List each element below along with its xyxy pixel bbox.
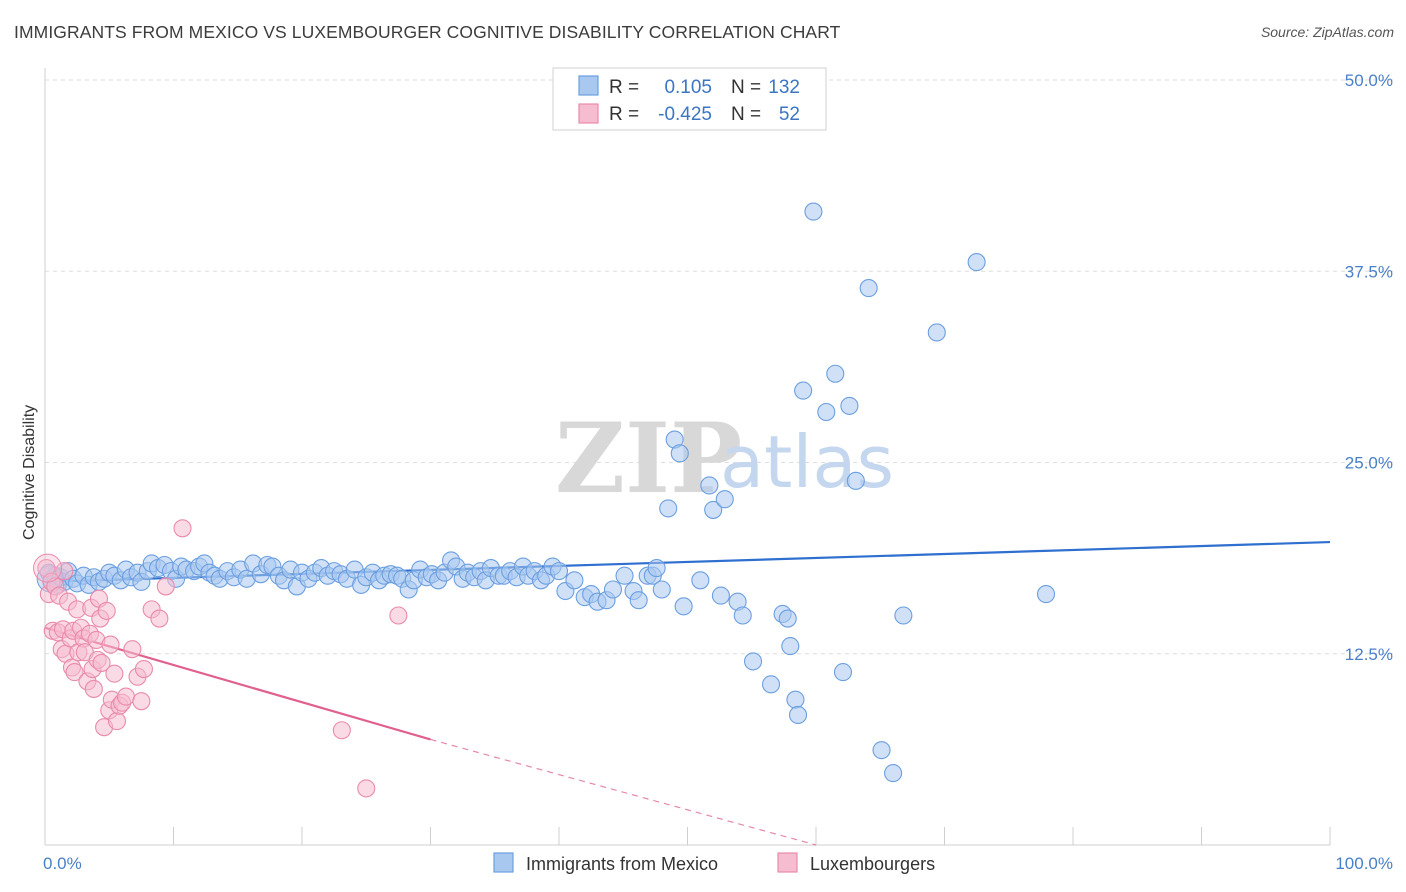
bottom-legend: Immigrants from Mexico Luxembourgers [493, 852, 935, 874]
x-tick-label-max: 100.0% [1335, 854, 1393, 873]
data-point [967, 253, 986, 272]
data-point [565, 571, 584, 590]
x-tick-label-min: 0.0% [43, 854, 82, 873]
data-point [107, 712, 127, 731]
data-point [733, 606, 752, 625]
data-point [840, 396, 859, 415]
data-point [670, 444, 689, 463]
data-point [132, 692, 151, 711]
data-point [332, 721, 351, 740]
bottom-legend-swatch-luxembourg [777, 852, 798, 873]
data-point [97, 601, 116, 620]
data-point [833, 663, 853, 682]
data-point [711, 586, 730, 605]
data-point [781, 637, 800, 656]
series-luxembourg-points [33, 519, 408, 798]
data-point [549, 562, 569, 581]
data-point [743, 652, 763, 671]
data-point [101, 635, 120, 654]
legend-n-label-2: N = [731, 104, 761, 125]
data-point [84, 679, 103, 698]
data-point [674, 597, 693, 616]
y-tick-label: 12.5% [1345, 645, 1393, 664]
bottom-legend-luxembourg: Luxembourgers [810, 854, 935, 874]
data-point [629, 591, 648, 610]
watermark-atlas: atlas [720, 420, 894, 504]
data-point [894, 606, 913, 625]
data-point [156, 577, 175, 596]
data-point [778, 609, 797, 628]
legend-swatch-mexico [578, 75, 599, 96]
y-tick-label: 37.5% [1345, 262, 1393, 281]
data-point [647, 559, 666, 578]
data-point [715, 490, 734, 509]
watermark: ZIP atlas [555, 402, 894, 515]
legend-n-value-1: 132 [768, 77, 800, 98]
data-point [927, 323, 946, 342]
data-point [761, 675, 781, 694]
y-tick-label: 25.0% [1345, 454, 1393, 473]
chart-source: Source: ZipAtlas.com [1260, 24, 1394, 40]
data-point [173, 519, 192, 538]
y-tick-labels: 12.5% 25.0% 37.5% 50.0% [1345, 71, 1393, 664]
data-point [150, 609, 169, 628]
data-point [786, 690, 805, 709]
data-point [357, 779, 376, 798]
data-point [884, 764, 903, 783]
data-point [615, 566, 634, 585]
data-point-cluster [33, 553, 63, 583]
watermark-zip: ZIP [555, 402, 742, 515]
y-tick-label: 50.0% [1345, 71, 1393, 90]
data-point [389, 606, 408, 625]
legend-r-value-1: 0.105 [664, 77, 712, 98]
data-point [603, 580, 623, 599]
data-point [826, 364, 845, 383]
bottom-legend-mexico: Immigrants from Mexico [526, 854, 718, 874]
legend-r-label-1: R = [609, 77, 639, 98]
data-point [804, 202, 823, 221]
data-point [691, 571, 710, 590]
data-point [92, 653, 111, 672]
data-point [134, 659, 153, 679]
data-point [872, 741, 891, 760]
data-point [788, 705, 808, 725]
data-point [859, 279, 878, 298]
trend-lines [44, 540, 1331, 846]
legend-r-value-2: -0.425 [658, 104, 712, 125]
data-point [652, 580, 671, 599]
data-point [65, 663, 84, 682]
legend-r-label-2: R = [609, 104, 639, 125]
chart-title: IMMIGRANTS FROM MEXICO VS LUXEMBOURGER C… [14, 22, 841, 42]
data-point [704, 500, 723, 519]
data-point [817, 402, 836, 422]
data-point [794, 381, 813, 400]
series-mexico-points [36, 202, 1056, 783]
data-point [105, 664, 124, 683]
data-point [123, 640, 142, 659]
y-axis-label: Cognitive Disability [21, 405, 38, 540]
legend-box: R = 0.105 N = 132 R = -0.425 N = 52 [552, 67, 827, 131]
legend-n-value-2: 52 [779, 104, 800, 125]
data-point [116, 687, 136, 706]
legend-swatch-luxembourg [578, 103, 599, 124]
data-point [846, 471, 865, 490]
data-point [659, 499, 678, 518]
axes [44, 68, 1331, 846]
data-point [700, 476, 719, 495]
trend-line-extension-1 [430, 738, 817, 846]
legend-n-label-1: N = [731, 77, 761, 98]
bottom-legend-swatch-mexico [493, 852, 514, 873]
data-point [1036, 585, 1056, 604]
